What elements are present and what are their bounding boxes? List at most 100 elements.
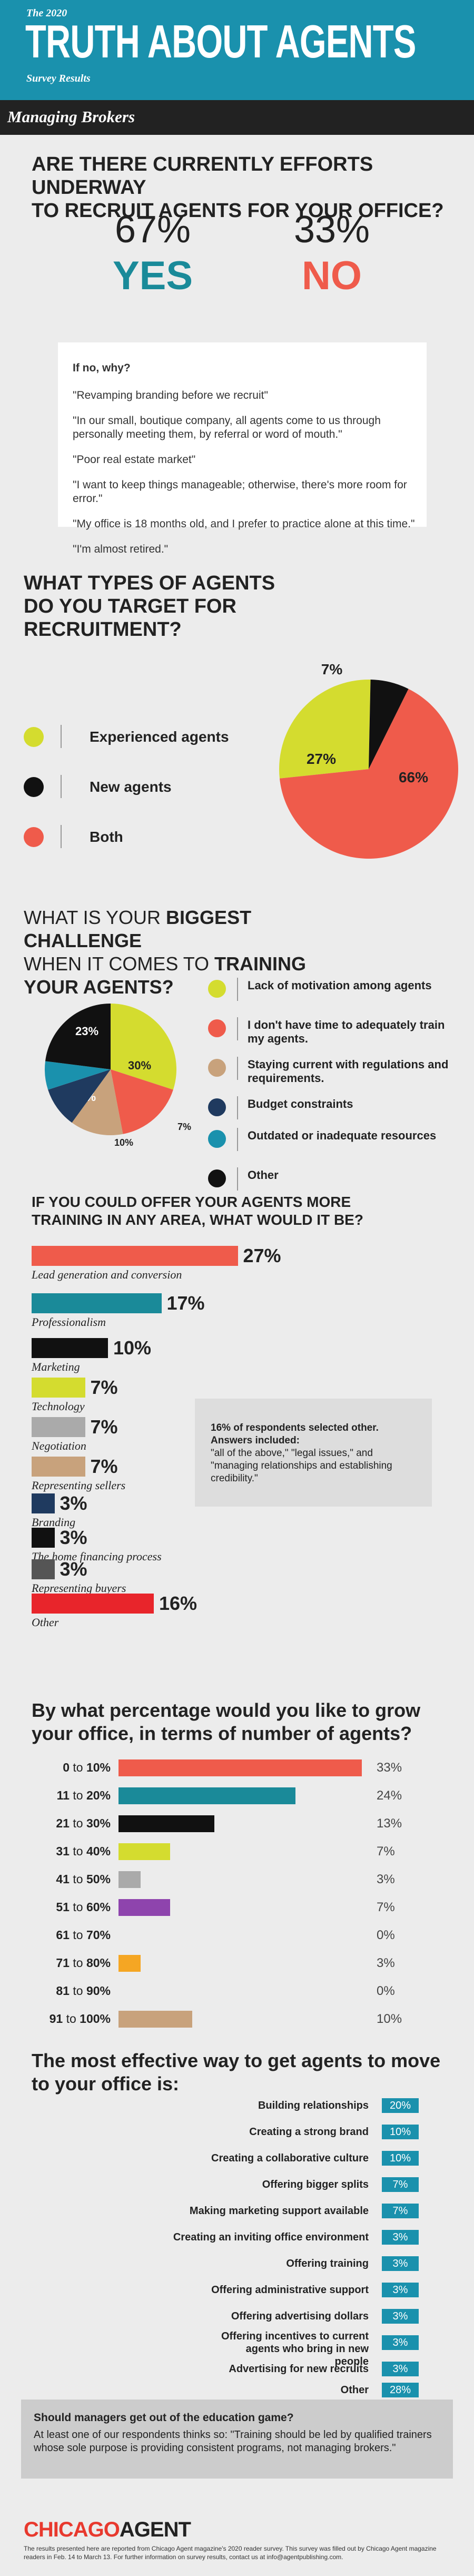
training-question: WHAT IS YOUR BIGGEST CHALLENGE WHEN IT C…: [24, 906, 319, 999]
effective-item-value: 10%: [382, 2151, 419, 2166]
legend-new: New agents: [90, 779, 172, 795]
grow-range-sep: to: [69, 1900, 86, 1914]
no-percent: 33%: [293, 209, 370, 251]
effective-item-label: Offering advertising dollars: [231, 2310, 369, 2322]
header-banner: [0, 0, 474, 100]
bar: [118, 1815, 214, 1832]
legend-both: Both: [90, 829, 123, 845]
grow-range-start: 71: [56, 1956, 70, 1970]
grow-range-start: 0: [63, 1761, 70, 1774]
training-legend-dot: [208, 1169, 226, 1187]
training-legend-dot: [208, 980, 226, 998]
effective-item-label: Creating an inviting office environment: [173, 2231, 369, 2243]
effective-item-value: 3%: [382, 2309, 419, 2324]
effective-item-value: 3%: [382, 2256, 419, 2271]
pie-slice: [279, 680, 371, 779]
training-legend-label: Lack of motivation among agents: [248, 979, 432, 992]
bar-value-label: 3%: [60, 1492, 87, 1514]
training-legend-label: Outdated or inadequate resources: [248, 1129, 437, 1142]
bar-value-label: 7%: [90, 1377, 118, 1398]
grow-range-end: 60%: [86, 1900, 111, 1914]
legend-experienced: Experienced agents: [90, 729, 229, 745]
training-pie-chart: 30%17%13%10%7%23%: [45, 1004, 191, 1148]
pie-slice: [48, 1069, 111, 1123]
pie-label: 30%: [128, 1059, 151, 1072]
grow-category-label: 11 to 20%: [16, 1788, 111, 1803]
bar: [118, 1899, 170, 1916]
legend-divider: [61, 775, 62, 798]
grow-range-end: 20%: [86, 1788, 111, 1802]
grow-q-line2: your office, in terms of number of agent…: [32, 1723, 412, 1744]
grow-range-sep: to: [69, 1816, 86, 1830]
section-title: Managing Brokers: [7, 107, 135, 126]
grow-category-label: 0 to 10%: [16, 1761, 111, 1775]
bar-value-label: 0%: [377, 1984, 395, 1998]
grow-category-label: 91 to 100%: [16, 2012, 111, 2026]
logo-agent: AGENT: [119, 2518, 191, 2541]
training-q-line1-pre: WHAT IS YOUR: [24, 907, 166, 928]
legend-divider: [61, 825, 62, 848]
grow-range-end: 10%: [86, 1761, 111, 1774]
header-year: The 2020: [26, 7, 67, 19]
bar-category-label: Lead generation and conversion: [32, 1268, 182, 1281]
pie-slice: [45, 1004, 111, 1069]
grow-range-start: 81: [56, 1984, 70, 1998]
effective-question: The most effective way to get agents to …: [32, 2049, 463, 2096]
effective-item-value: 3%: [382, 2283, 419, 2297]
bar: [32, 1493, 55, 1513]
legend-divider: [237, 978, 238, 1001]
grow-range-end: 70%: [86, 1928, 111, 1942]
legend-dot-new: [24, 777, 44, 797]
note-bold: 16% of respondents selected other. Answe…: [211, 1422, 379, 1446]
bar: [32, 1528, 55, 1548]
legend-divider: [61, 725, 62, 748]
bar: [32, 1338, 108, 1358]
effective-item-value: 3%: [382, 2362, 419, 2376]
pie-slice: [111, 1004, 176, 1090]
legend-divider: [237, 1167, 238, 1191]
legend-divider: [237, 1017, 238, 1040]
effective-item-label: Offering bigger splits: [262, 2179, 369, 2190]
effective-item-label: Offering administrative support: [211, 2284, 369, 2296]
pie-slice: [45, 1061, 111, 1090]
bar-value-label: 3%: [60, 1527, 87, 1548]
effective-item-value: 3%: [382, 2230, 419, 2245]
other-note-box: 16% of respondents selected other. Answe…: [195, 1399, 432, 1507]
bar-value-label: 3%: [60, 1558, 87, 1580]
bar-value-label: 33%: [377, 1761, 402, 1775]
why-answer: "I want to keep things manageable; other…: [73, 479, 407, 505]
bar-value-label: 7%: [90, 1456, 118, 1477]
bar-category-label: Technology: [32, 1400, 85, 1413]
effective-item-value: 20%: [382, 2098, 419, 2113]
grow-range-start: 51: [56, 1900, 70, 1914]
more-training-q-line2: TRAINING IN ANY AREA, WHAT WOULD IT BE?: [32, 1212, 363, 1228]
training-legend-label: Other: [248, 1168, 279, 1182]
target-question-line2: DO YOU TARGET FOR: [24, 595, 236, 617]
recruit-question-line2: TO RECRUIT AGENTS FOR YOUR OFFICE?: [32, 200, 444, 222]
bar: [32, 1378, 85, 1398]
training-legend-label: Budget constraints: [248, 1097, 353, 1110]
legend-divider: [237, 1096, 238, 1119]
target-question: WHAT TYPES OF AGENTS DO YOU TARGET FOR R…: [24, 572, 319, 641]
bar-category-label: Other: [32, 1616, 59, 1629]
bar: [118, 1843, 170, 1860]
legend-dot-experienced: [24, 727, 44, 747]
grow-range-sep: to: [69, 1872, 86, 1886]
logo-chicago: CHICAGO: [24, 2518, 120, 2541]
page-title: TRUTH ABOUT AGENTS: [25, 15, 416, 67]
header-subtitle: Survey Results: [26, 73, 91, 84]
pie-slice: [111, 1069, 173, 1134]
grow-category-label: 41 to 50%: [16, 1872, 111, 1886]
grow-range-sep: to: [69, 1984, 86, 1998]
grow-range-sep: to: [69, 1844, 86, 1858]
why-answer: "I'm almost retired.": [73, 543, 169, 555]
why-answer: "My office is 18 months old, and I prefe…: [73, 518, 415, 530]
effective-item-label: Offering incentives to current agents wh…: [221, 2331, 369, 2367]
effective-item-value: 7%: [382, 2204, 419, 2218]
effective-item-value: 10%: [382, 2125, 419, 2139]
bar: [118, 1759, 362, 1776]
recruit-question-line1: ARE THERE CURRENTLY EFFORTS UNDERWAY: [32, 153, 373, 199]
note-text: "all of the above," "legal issues," and …: [211, 1448, 392, 1484]
target-question-line3: RECRUITMENT?: [24, 618, 182, 641]
pie-label: 10%: [114, 1137, 133, 1148]
